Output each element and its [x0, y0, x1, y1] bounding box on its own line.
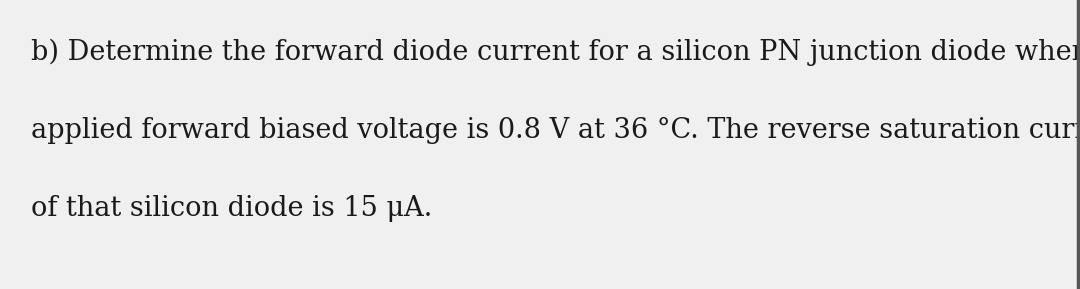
- Text: applied forward biased voltage is 0.8 V at 36 °C. The reverse saturation current: applied forward biased voltage is 0.8 V …: [31, 116, 1080, 144]
- Text: b) Determine the forward diode current for a silicon PN junction diode when the: b) Determine the forward diode current f…: [31, 38, 1080, 66]
- Text: of that silicon diode is 15 μA.: of that silicon diode is 15 μA.: [31, 194, 432, 222]
